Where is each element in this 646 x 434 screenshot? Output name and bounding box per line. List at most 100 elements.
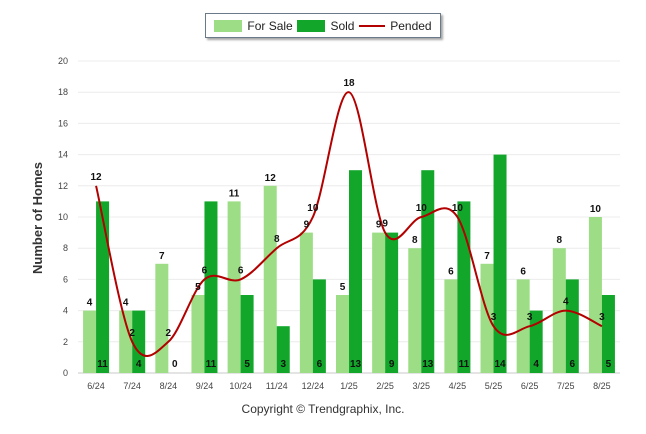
legend-item-sold[interactable]: Sold [297, 19, 354, 33]
y-axis-label: Number of Homes [30, 162, 45, 274]
x-tick-label: 3/25 [413, 381, 431, 391]
bar-for-sale[interactable] [299, 232, 313, 373]
data-labels: 4114470511115123965139981361171464861051… [87, 78, 612, 370]
bar-sold[interactable] [565, 279, 579, 373]
label-sold: 11 [459, 359, 470, 370]
bar-for-sale[interactable] [336, 295, 349, 373]
legend-label-sold: Sold [330, 18, 355, 33]
y-tick-label: 4 [63, 306, 68, 316]
bar-sold[interactable] [204, 201, 218, 373]
bar-sold[interactable] [349, 170, 362, 373]
legend: For Sale Sold Pended [205, 13, 441, 38]
bar-for-sale[interactable] [83, 310, 97, 373]
label-for-sale: 11 [229, 188, 240, 199]
x-tick-label: 8/25 [593, 381, 611, 391]
label-sold: 13 [350, 359, 362, 370]
x-tick-label: 10/24 [229, 381, 252, 391]
label-pended: 3 [527, 312, 533, 323]
bars [83, 154, 615, 373]
bar-for-sale[interactable] [480, 263, 494, 373]
label-pended: 2 [166, 328, 172, 339]
x-tick-label: 8/24 [160, 381, 178, 391]
label-pended: 10 [452, 203, 464, 214]
bar-for-sale[interactable] [552, 248, 566, 373]
bar-for-sale[interactable] [588, 217, 602, 373]
y-tick-label: 2 [63, 337, 68, 347]
legend-swatch-pended [359, 24, 386, 27]
bar-sold[interactable] [601, 295, 615, 373]
pended-line [95, 91, 603, 357]
bar-for-sale[interactable] [227, 201, 241, 373]
y-tick-label: 0 [63, 368, 68, 378]
bar-for-sale[interactable] [372, 232, 386, 373]
label-for-sale: 5 [340, 282, 346, 293]
x-tick-label: 6/25 [521, 381, 539, 391]
bar-sold[interactable] [312, 279, 326, 373]
bar-sold[interactable] [240, 295, 254, 373]
label-for-sale: 12 [265, 173, 277, 184]
x-tick-label: 7/25 [557, 381, 575, 391]
y-tick-label: 14 [58, 150, 68, 160]
y-tick-label: 12 [58, 181, 68, 191]
label-sold: 0 [172, 359, 178, 370]
x-tick-label: 4/25 [449, 381, 467, 391]
label-sold: 13 [422, 359, 434, 370]
bar-for-sale[interactable] [516, 279, 530, 373]
label-pended: 8 [274, 234, 280, 245]
y-tick-label: 20 [58, 56, 68, 66]
bar-sold[interactable] [457, 201, 471, 373]
label-sold: 4 [533, 359, 539, 370]
label-pended: 18 [343, 78, 355, 89]
x-tick-label: 11/24 [266, 381, 288, 391]
legend-item-for-sale[interactable]: For Sale [214, 18, 293, 33]
label-pended: 4 [563, 297, 569, 308]
x-tick-label: 7/24 [123, 381, 141, 391]
label-sold: 9 [389, 359, 395, 370]
label-pended: 12 [91, 172, 103, 183]
y-tick-label: 10 [58, 212, 68, 222]
bar-sold[interactable] [385, 232, 399, 373]
label-for-sale: 8 [557, 235, 563, 246]
bar-sold[interactable] [96, 201, 110, 373]
label-for-sale: 10 [590, 204, 602, 215]
label-for-sale: 5 [195, 282, 201, 293]
legend-swatch-for-sale [214, 19, 243, 32]
label-pended: 2 [129, 328, 135, 339]
label-sold: 5 [606, 359, 612, 370]
label-for-sale: 9 [376, 220, 382, 231]
x-tick-label: 9/24 [196, 381, 214, 391]
bar-sold[interactable] [276, 326, 290, 373]
x-tick-label: 2/25 [376, 381, 394, 391]
label-for-sale: 9 [304, 220, 310, 231]
bar-for-sale[interactable] [119, 310, 133, 373]
label-for-sale: 4 [123, 298, 129, 309]
x-tick-label: 12/24 [302, 381, 325, 391]
x-tick-label: 6/24 [87, 381, 105, 391]
bar-sold[interactable] [132, 310, 146, 373]
y-axis-ticks: 0 2 4 6 8 10 12 14 16 18 20 [58, 56, 68, 378]
label-for-sale: 6 [448, 266, 454, 277]
x-axis-ticks: 6/24 7/24 8/24 9/24 10/24 11/24 12/24 1/25 2/25 3… [87, 381, 610, 391]
label-pended: 6 [238, 265, 244, 276]
label-for-sale: 4 [87, 298, 93, 309]
bar-sold[interactable] [421, 170, 435, 373]
legend-item-pended[interactable]: Pended [359, 19, 432, 33]
copyright-footer: Copyright © Trendgraphix, Inc. [241, 402, 405, 416]
legend-label-for-sale: For Sale [247, 18, 293, 33]
y-tick-label: 8 [63, 243, 68, 253]
bar-for-sale[interactable] [191, 295, 205, 373]
label-pended: 10 [307, 203, 319, 214]
label-pended: 3 [491, 312, 497, 323]
y-tick-label: 18 [58, 87, 68, 97]
label-sold: 11 [206, 359, 217, 370]
label-for-sale: 7 [159, 251, 165, 262]
bar-for-sale[interactable] [408, 248, 422, 373]
bar-sold[interactable] [493, 154, 507, 373]
bar-for-sale[interactable] [155, 263, 169, 373]
label-pended: 10 [416, 203, 428, 214]
label-sold: 3 [280, 359, 286, 370]
bar-for-sale[interactable] [263, 185, 277, 373]
bar-for-sale[interactable] [444, 279, 458, 373]
pended-series-line[interactable] [95, 91, 603, 357]
